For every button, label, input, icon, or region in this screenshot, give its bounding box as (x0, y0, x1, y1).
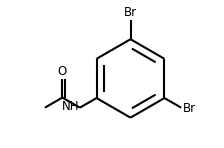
Text: O: O (58, 65, 67, 78)
Text: NH: NH (62, 100, 79, 113)
Text: Br: Br (124, 6, 137, 19)
Text: Br: Br (183, 102, 196, 115)
